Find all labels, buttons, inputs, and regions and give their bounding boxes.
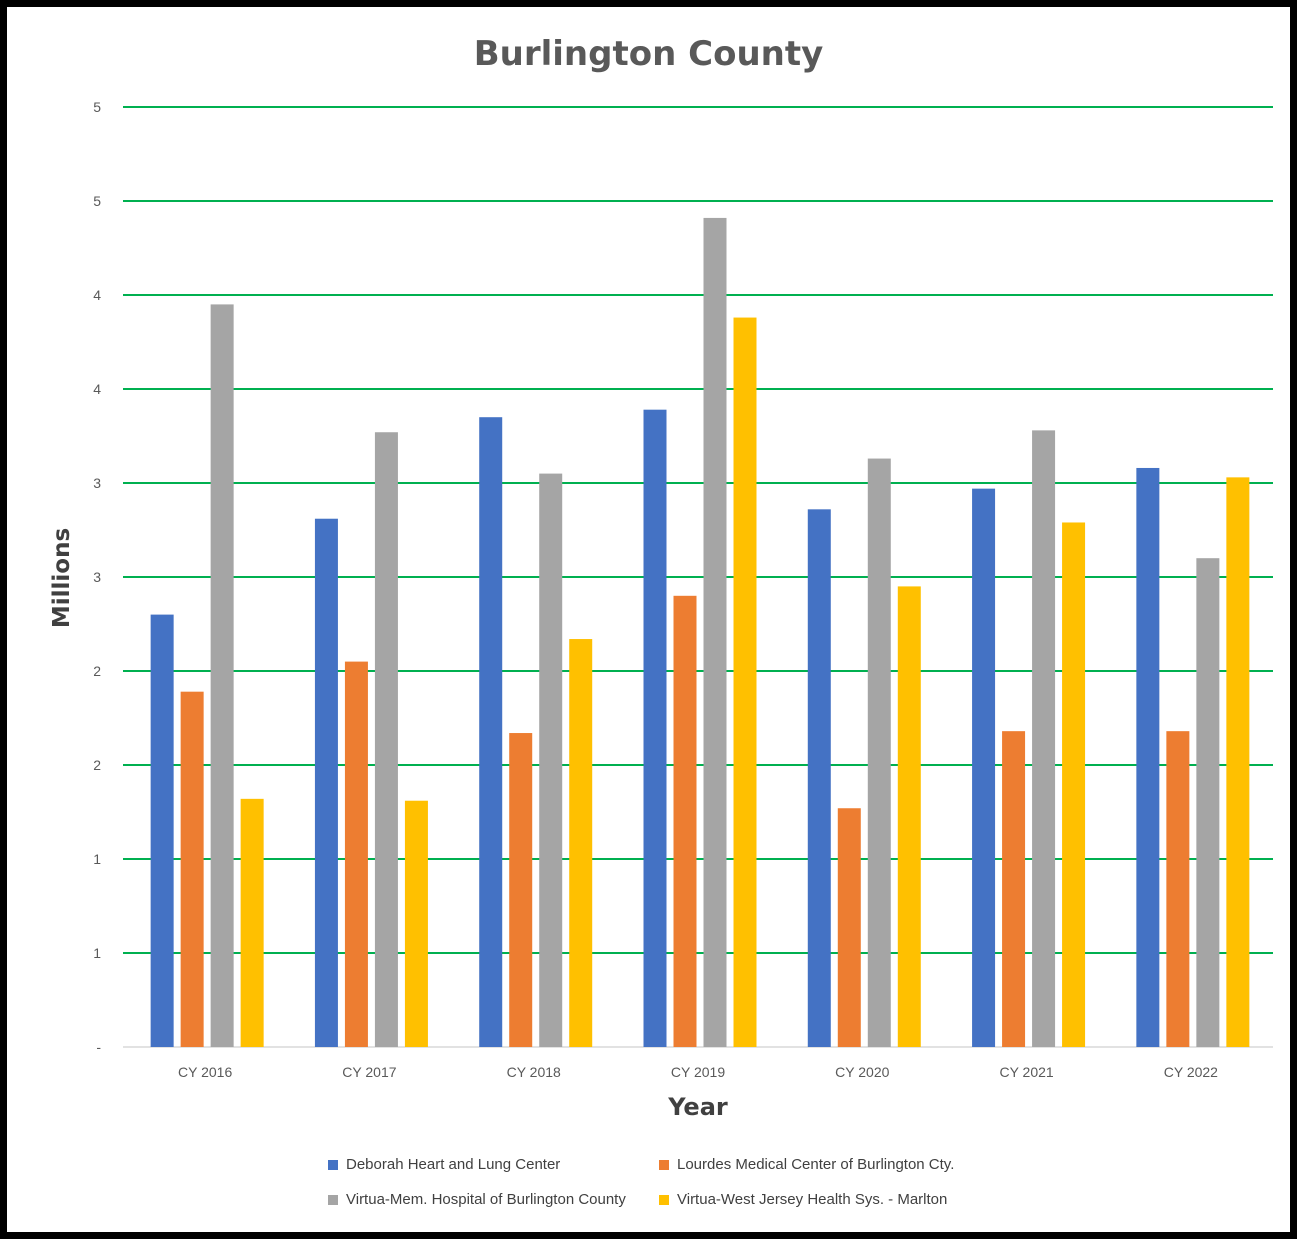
x-tick-label: CY 2020 — [835, 1064, 889, 1080]
bar — [673, 595, 697, 1047]
bar — [404, 800, 428, 1047]
y-tick-label: 1 — [93, 945, 101, 961]
bar — [374, 432, 398, 1047]
y-tick-label: 4 — [93, 287, 101, 303]
legend-label: Virtua-West Jersey Health Sys. - Marlton — [677, 1191, 948, 1208]
x-tick-label: CY 2021 — [999, 1064, 1053, 1080]
bar — [1226, 477, 1250, 1047]
bar — [897, 586, 921, 1047]
y-tick-label: 3 — [93, 475, 101, 491]
bar — [479, 417, 503, 1047]
bar — [807, 509, 831, 1047]
y-tick-label: 5 — [93, 193, 101, 209]
bar — [703, 217, 727, 1048]
bar — [210, 304, 234, 1047]
bar — [1196, 558, 1220, 1047]
x-axis-label: Year — [668, 1093, 728, 1121]
legend-label: Deborah Heart and Lung Center — [346, 1156, 561, 1173]
x-tick-label: CY 2017 — [342, 1064, 396, 1080]
bar — [240, 798, 264, 1047]
bar — [344, 661, 368, 1047]
bar — [569, 639, 593, 1047]
y-tick-label: 5 — [93, 99, 101, 115]
bar — [1062, 522, 1086, 1047]
x-tick-label: CY 2019 — [671, 1064, 725, 1080]
legend-item: Deborah Heart and Lung Center — [328, 1156, 560, 1173]
legend-swatch — [659, 1159, 669, 1170]
legend-swatch — [659, 1194, 669, 1205]
bar — [1002, 731, 1026, 1047]
legend-swatch — [328, 1159, 338, 1170]
legend-item: Virtua-Mem. Hospital of Burlington Count… — [328, 1191, 626, 1208]
bar — [1136, 467, 1160, 1048]
y-tick-label: 3 — [93, 569, 101, 585]
bar — [314, 518, 338, 1047]
bar — [733, 317, 757, 1047]
y-tick-label: 1 — [93, 851, 101, 867]
legend-label: Virtua-Mem. Hospital of Burlington Count… — [346, 1191, 626, 1208]
bar — [1032, 430, 1056, 1047]
x-tick-label: CY 2016 — [178, 1064, 232, 1080]
y-tick-label: - — [96, 1039, 101, 1055]
y-tick-label: 4 — [93, 381, 101, 397]
y-tick-label: 2 — [93, 663, 101, 679]
x-tick-label: CY 2018 — [507, 1064, 561, 1080]
bar — [837, 808, 861, 1047]
bar — [539, 473, 563, 1048]
bar — [867, 458, 891, 1047]
legend-item: Virtua-West Jersey Health Sys. - Marlton — [659, 1191, 947, 1208]
bar — [972, 488, 996, 1047]
y-tick-label: 2 — [93, 757, 101, 773]
bar — [643, 409, 667, 1047]
bar — [150, 614, 174, 1047]
chart-title: Burlington County — [473, 34, 824, 74]
legend-swatch — [328, 1194, 338, 1205]
bar — [180, 691, 204, 1047]
x-tick-label: CY 2022 — [1164, 1064, 1218, 1080]
legend-label: Lourdes Medical Center of Burlington Cty… — [677, 1156, 955, 1173]
legend-item: Lourdes Medical Center of Burlington Cty… — [659, 1156, 954, 1173]
bar — [509, 733, 533, 1047]
bar — [1166, 731, 1190, 1047]
